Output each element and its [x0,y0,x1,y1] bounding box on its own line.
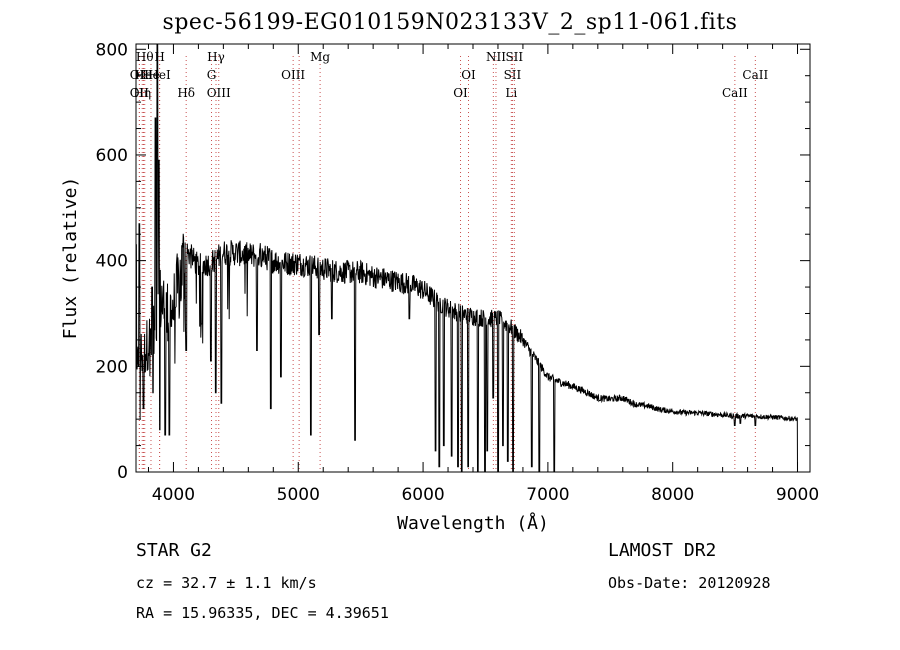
line-marker-label: Li [505,86,517,100]
line-marker-label: CaII [742,68,768,82]
x-tick-label: 5000 [277,485,320,505]
line-marker-label: CaII [722,86,748,100]
object-class: STAR G2 [136,540,212,561]
obs-date: Obs-Date: 20120928 [608,574,771,592]
line-marker-label: He [142,68,160,82]
spectrum-line [135,43,798,473]
coordinates: RA = 15.96335, DEC = 4.39651 [136,604,389,622]
line-marker-label: HeI [148,68,171,82]
line-marker-label: OIII [207,86,231,100]
line-marker-label: SII [504,68,522,82]
line-marker-label: Hδ [177,86,195,100]
y-tick-label: 800 [96,40,128,60]
line-marker-label: Hη [133,86,151,100]
line-marker-label: OIII [281,68,305,82]
line-marker-label: He [135,68,153,82]
spectrum-series [135,43,798,473]
line-marker-label: SII [505,50,523,64]
chart-title: spec-56199-EG010159N023133V_2_sp11-061.f… [162,10,738,35]
x-tick-label: 4000 [152,485,195,505]
y-axis-label: Flux (relative) [60,177,81,340]
y-tick-label: 0 [117,463,128,483]
line-marker-label: Hθ [136,50,154,64]
line-marker-label: OI [461,68,476,82]
line-marker-label: NII [486,50,506,64]
y-tick-label: 600 [96,146,128,166]
x-tick-label: 7000 [526,485,569,505]
survey-label: LAMOST DR2 [608,540,717,561]
y-tick-label: 400 [96,252,128,272]
line-marker-label: OI [453,86,468,100]
x-axis-label: Wavelength (Å) [397,512,549,534]
x-tick-label: 8000 [651,485,694,505]
axes: 4000 5000 6000 7000 8000 9000 0 200 400 600 800 Wav… [60,40,819,534]
line-marker-label: Hγ [207,50,225,64]
y-tick-label: 200 [96,357,128,377]
redshift-label: cz = 32.7 ± 1.1 km/s [136,574,317,592]
x-tick-label: 9000 [776,485,819,505]
line-marker-label: Mg [310,50,330,64]
line-marker-label: OII [130,68,150,82]
line-marker-label: G [207,68,217,82]
x-tick-label: 6000 [401,485,444,505]
